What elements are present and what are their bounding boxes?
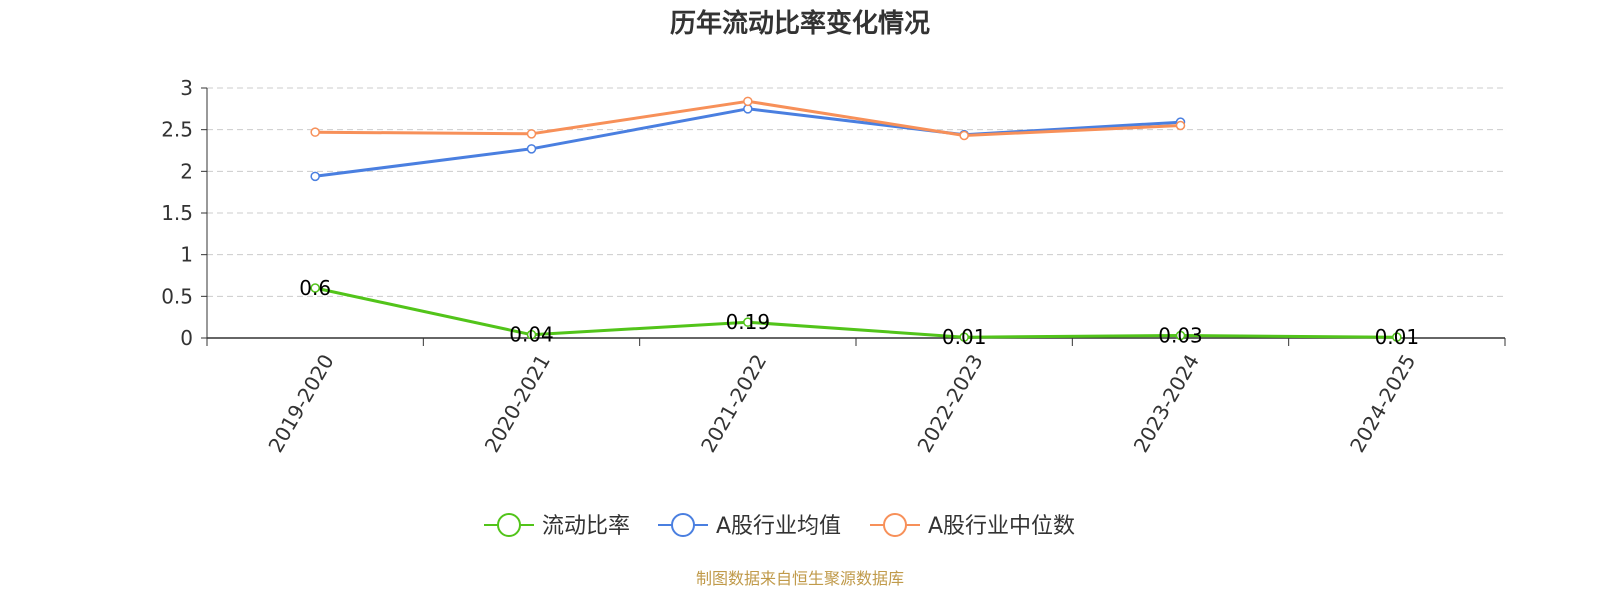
data-point: [1175, 330, 1186, 341]
series-line-1: [315, 107, 1181, 178]
data-point: [743, 96, 753, 107]
x-tick-label: 2019-2020: [263, 350, 338, 456]
x-tick-label: 2021-2022: [696, 350, 771, 456]
data-point: [526, 129, 537, 139]
x-tick-label: 2023-2024: [1129, 350, 1204, 456]
legend-label: 流动比率: [542, 514, 630, 539]
legend-item-2[interactable]: A股行业中位数: [870, 513, 1075, 539]
legend-label: A股行业中位数: [928, 514, 1075, 539]
legend-item-0[interactable]: 流动比率: [484, 513, 630, 539]
data-point: [1392, 332, 1402, 342]
data-point: [959, 130, 969, 141]
chart-title: 历年流动比率变化情况: [670, 8, 930, 39]
y-tick-label: 0: [180, 326, 193, 350]
y-tick-label: 2: [180, 159, 193, 183]
data-point: [310, 283, 320, 293]
data-label: 0.01: [1375, 325, 1420, 349]
data-point: [310, 171, 320, 182]
grid-lines: [207, 87, 1505, 297]
data-point: [310, 127, 320, 137]
data-point: [743, 317, 753, 327]
data-point: [959, 332, 969, 342]
legend-item-1[interactable]: A股行业均值: [658, 513, 841, 539]
data-point: [526, 329, 537, 340]
data-label: 0.19: [726, 310, 771, 334]
x-tick-label: 2020-2021: [480, 350, 555, 456]
x-tick-label: 2022-2023: [912, 350, 987, 456]
data-point: [526, 144, 537, 154]
data-label: 0.6: [299, 276, 331, 300]
series-lines: [310, 96, 1402, 342]
series-line-0: [314, 286, 1397, 339]
y-tick-label: 3: [180, 76, 193, 100]
y-tick-label: 2.5: [161, 118, 193, 142]
x-tick-label: 2024-2025: [1345, 350, 1420, 456]
data-point: [1175, 120, 1186, 131]
y-tick-label: 1.5: [161, 201, 193, 225]
legend: 流动比率 A股行业均值 A股行业中位数: [484, 513, 1075, 539]
data-label: 0.01: [942, 325, 987, 349]
data-label: 0.04: [509, 323, 554, 347]
source-note: 制图数据来自恒生聚源数据库: [696, 569, 904, 588]
data-labels: 0.6 0.04 0.19 0.01 0.03 0.01: [299, 276, 1419, 349]
legend-marker: [671, 513, 695, 537]
y-tick-label: 0.5: [161, 284, 193, 308]
data-label: 0.03: [1158, 324, 1203, 348]
legend-marker: [883, 513, 907, 537]
y-tick-label: 1: [180, 243, 193, 267]
legend-label: A股行业均值: [716, 514, 841, 539]
legend-marker: [497, 513, 521, 537]
